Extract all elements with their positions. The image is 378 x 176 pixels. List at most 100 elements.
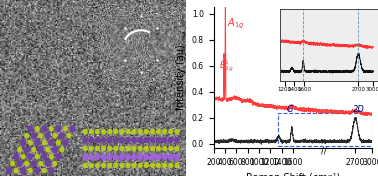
Circle shape xyxy=(28,126,33,131)
Circle shape xyxy=(144,163,148,168)
Circle shape xyxy=(120,146,124,151)
Circle shape xyxy=(138,146,142,151)
Circle shape xyxy=(132,138,136,143)
Circle shape xyxy=(45,133,50,138)
Circle shape xyxy=(126,146,130,151)
Circle shape xyxy=(138,138,143,143)
Circle shape xyxy=(138,130,142,134)
Circle shape xyxy=(157,163,160,168)
Circle shape xyxy=(132,163,136,168)
Circle shape xyxy=(132,155,136,159)
Circle shape xyxy=(56,154,61,159)
Circle shape xyxy=(95,155,100,159)
Circle shape xyxy=(169,155,173,159)
Circle shape xyxy=(96,163,99,168)
Circle shape xyxy=(36,155,39,159)
Circle shape xyxy=(108,163,112,168)
Circle shape xyxy=(169,138,173,143)
Circle shape xyxy=(163,163,167,168)
Circle shape xyxy=(150,163,154,168)
Circle shape xyxy=(114,163,118,168)
Circle shape xyxy=(113,155,118,159)
Circle shape xyxy=(67,134,71,138)
Circle shape xyxy=(101,138,106,143)
Circle shape xyxy=(132,146,136,151)
Circle shape xyxy=(28,168,32,173)
Circle shape xyxy=(126,155,130,159)
Circle shape xyxy=(108,146,112,151)
Circle shape xyxy=(126,130,130,134)
Circle shape xyxy=(95,138,100,143)
Circle shape xyxy=(144,155,149,159)
Circle shape xyxy=(126,138,130,143)
Circle shape xyxy=(38,147,43,152)
Circle shape xyxy=(89,138,93,143)
Y-axis label: Intensity (au): Intensity (au) xyxy=(176,45,186,110)
Circle shape xyxy=(157,130,160,134)
Circle shape xyxy=(70,126,75,131)
Circle shape xyxy=(83,130,87,134)
Circle shape xyxy=(49,140,54,145)
Circle shape xyxy=(31,161,36,166)
Circle shape xyxy=(175,163,179,168)
Circle shape xyxy=(59,133,64,138)
Circle shape xyxy=(138,163,142,168)
Circle shape xyxy=(150,146,154,151)
Circle shape xyxy=(63,140,68,145)
Circle shape xyxy=(114,130,118,134)
Circle shape xyxy=(14,154,19,159)
Text: //: // xyxy=(321,147,327,156)
Circle shape xyxy=(36,127,39,131)
Circle shape xyxy=(157,146,160,151)
Text: G: G xyxy=(287,105,293,114)
Circle shape xyxy=(50,127,53,131)
Circle shape xyxy=(101,155,106,159)
Circle shape xyxy=(53,161,57,166)
Circle shape xyxy=(138,155,143,159)
Circle shape xyxy=(126,163,130,168)
Circle shape xyxy=(89,155,93,159)
Circle shape xyxy=(169,130,173,134)
Circle shape xyxy=(163,138,167,143)
Circle shape xyxy=(108,130,112,134)
Circle shape xyxy=(49,168,54,173)
Circle shape xyxy=(175,130,179,134)
Bar xyxy=(278,113,372,146)
Circle shape xyxy=(83,138,87,143)
Circle shape xyxy=(144,138,149,143)
Text: 2D: 2D xyxy=(352,105,364,114)
Circle shape xyxy=(11,161,14,166)
Circle shape xyxy=(150,130,154,134)
Circle shape xyxy=(107,138,112,143)
Circle shape xyxy=(21,168,26,173)
Circle shape xyxy=(163,146,167,151)
Circle shape xyxy=(156,155,161,159)
Circle shape xyxy=(144,146,148,151)
Circle shape xyxy=(113,138,118,143)
Circle shape xyxy=(28,154,33,159)
Circle shape xyxy=(163,130,167,134)
Circle shape xyxy=(163,155,167,159)
Circle shape xyxy=(50,155,53,159)
Circle shape xyxy=(169,163,173,168)
Circle shape xyxy=(90,146,93,151)
Circle shape xyxy=(114,146,118,151)
Circle shape xyxy=(175,138,179,143)
Circle shape xyxy=(83,163,87,168)
Circle shape xyxy=(53,147,57,152)
Circle shape xyxy=(39,134,43,138)
Circle shape xyxy=(25,134,28,138)
Circle shape xyxy=(120,130,124,134)
Circle shape xyxy=(21,155,25,159)
Circle shape xyxy=(144,130,148,134)
Circle shape xyxy=(120,138,124,143)
Circle shape xyxy=(56,140,60,145)
Circle shape xyxy=(175,155,179,159)
Circle shape xyxy=(56,126,61,131)
Circle shape xyxy=(46,147,50,152)
Circle shape xyxy=(150,155,155,159)
Circle shape xyxy=(102,146,105,151)
Circle shape xyxy=(35,168,40,173)
Circle shape xyxy=(83,146,87,151)
Circle shape xyxy=(45,161,50,166)
